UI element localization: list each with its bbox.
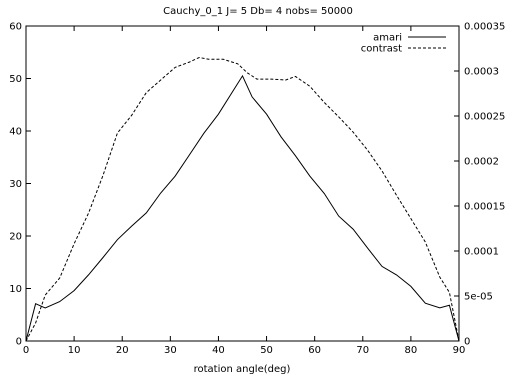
series-line-amari xyxy=(25,74,460,342)
y-tick-label: 10 xyxy=(9,284,22,295)
x-tick-label: 90 xyxy=(453,345,466,356)
y-tick-label: 30 xyxy=(9,179,22,190)
x-tick-label: 30 xyxy=(164,345,177,356)
y-tick-label: 20 xyxy=(9,232,22,243)
x-tick-label: 40 xyxy=(212,345,225,356)
y-tick-label: 0 xyxy=(16,337,22,348)
y2-tick-label: 0.0001 xyxy=(464,247,499,258)
x-tick-label: 10 xyxy=(68,345,81,356)
plot-area xyxy=(25,25,460,342)
axis-ticks: 0 10 20 30 40 50 60 70 80 90010203040506005e-050.… xyxy=(9,22,505,357)
x-tick-label: 70 xyxy=(356,345,369,356)
y-tick-label: 40 xyxy=(9,127,22,138)
chart-title: Cauchy_0_1 J= 5 Db= 4 nobs= 50000 xyxy=(163,6,353,17)
x-tick-label: 50 xyxy=(260,345,273,356)
x-axis-label: rotation angle(deg) xyxy=(194,364,291,375)
legend-label: amari xyxy=(373,33,402,44)
x-tick-label: 0 xyxy=(23,345,29,356)
y2-tick-label: 0.00025 xyxy=(464,112,505,123)
series-group xyxy=(25,56,460,342)
series-line-contrast xyxy=(25,56,460,342)
y2-tick-label: 0.00035 xyxy=(464,22,505,33)
y2-tick-label: 0.00015 xyxy=(464,202,505,213)
x-tick-label: 60 xyxy=(308,345,321,356)
x-tick-label: 80 xyxy=(405,345,418,356)
y2-tick-label: 0.0003 xyxy=(464,67,499,78)
y2-tick-label: 0 xyxy=(464,337,470,348)
x-tick-label: 20 xyxy=(116,345,129,356)
legend-label: contrast xyxy=(361,44,402,55)
y2-tick-label: 0.0002 xyxy=(464,157,499,168)
y2-tick-label: 5e-05 xyxy=(464,292,493,303)
y-tick-label: 50 xyxy=(9,74,22,85)
y-tick-label: 60 xyxy=(9,22,22,33)
